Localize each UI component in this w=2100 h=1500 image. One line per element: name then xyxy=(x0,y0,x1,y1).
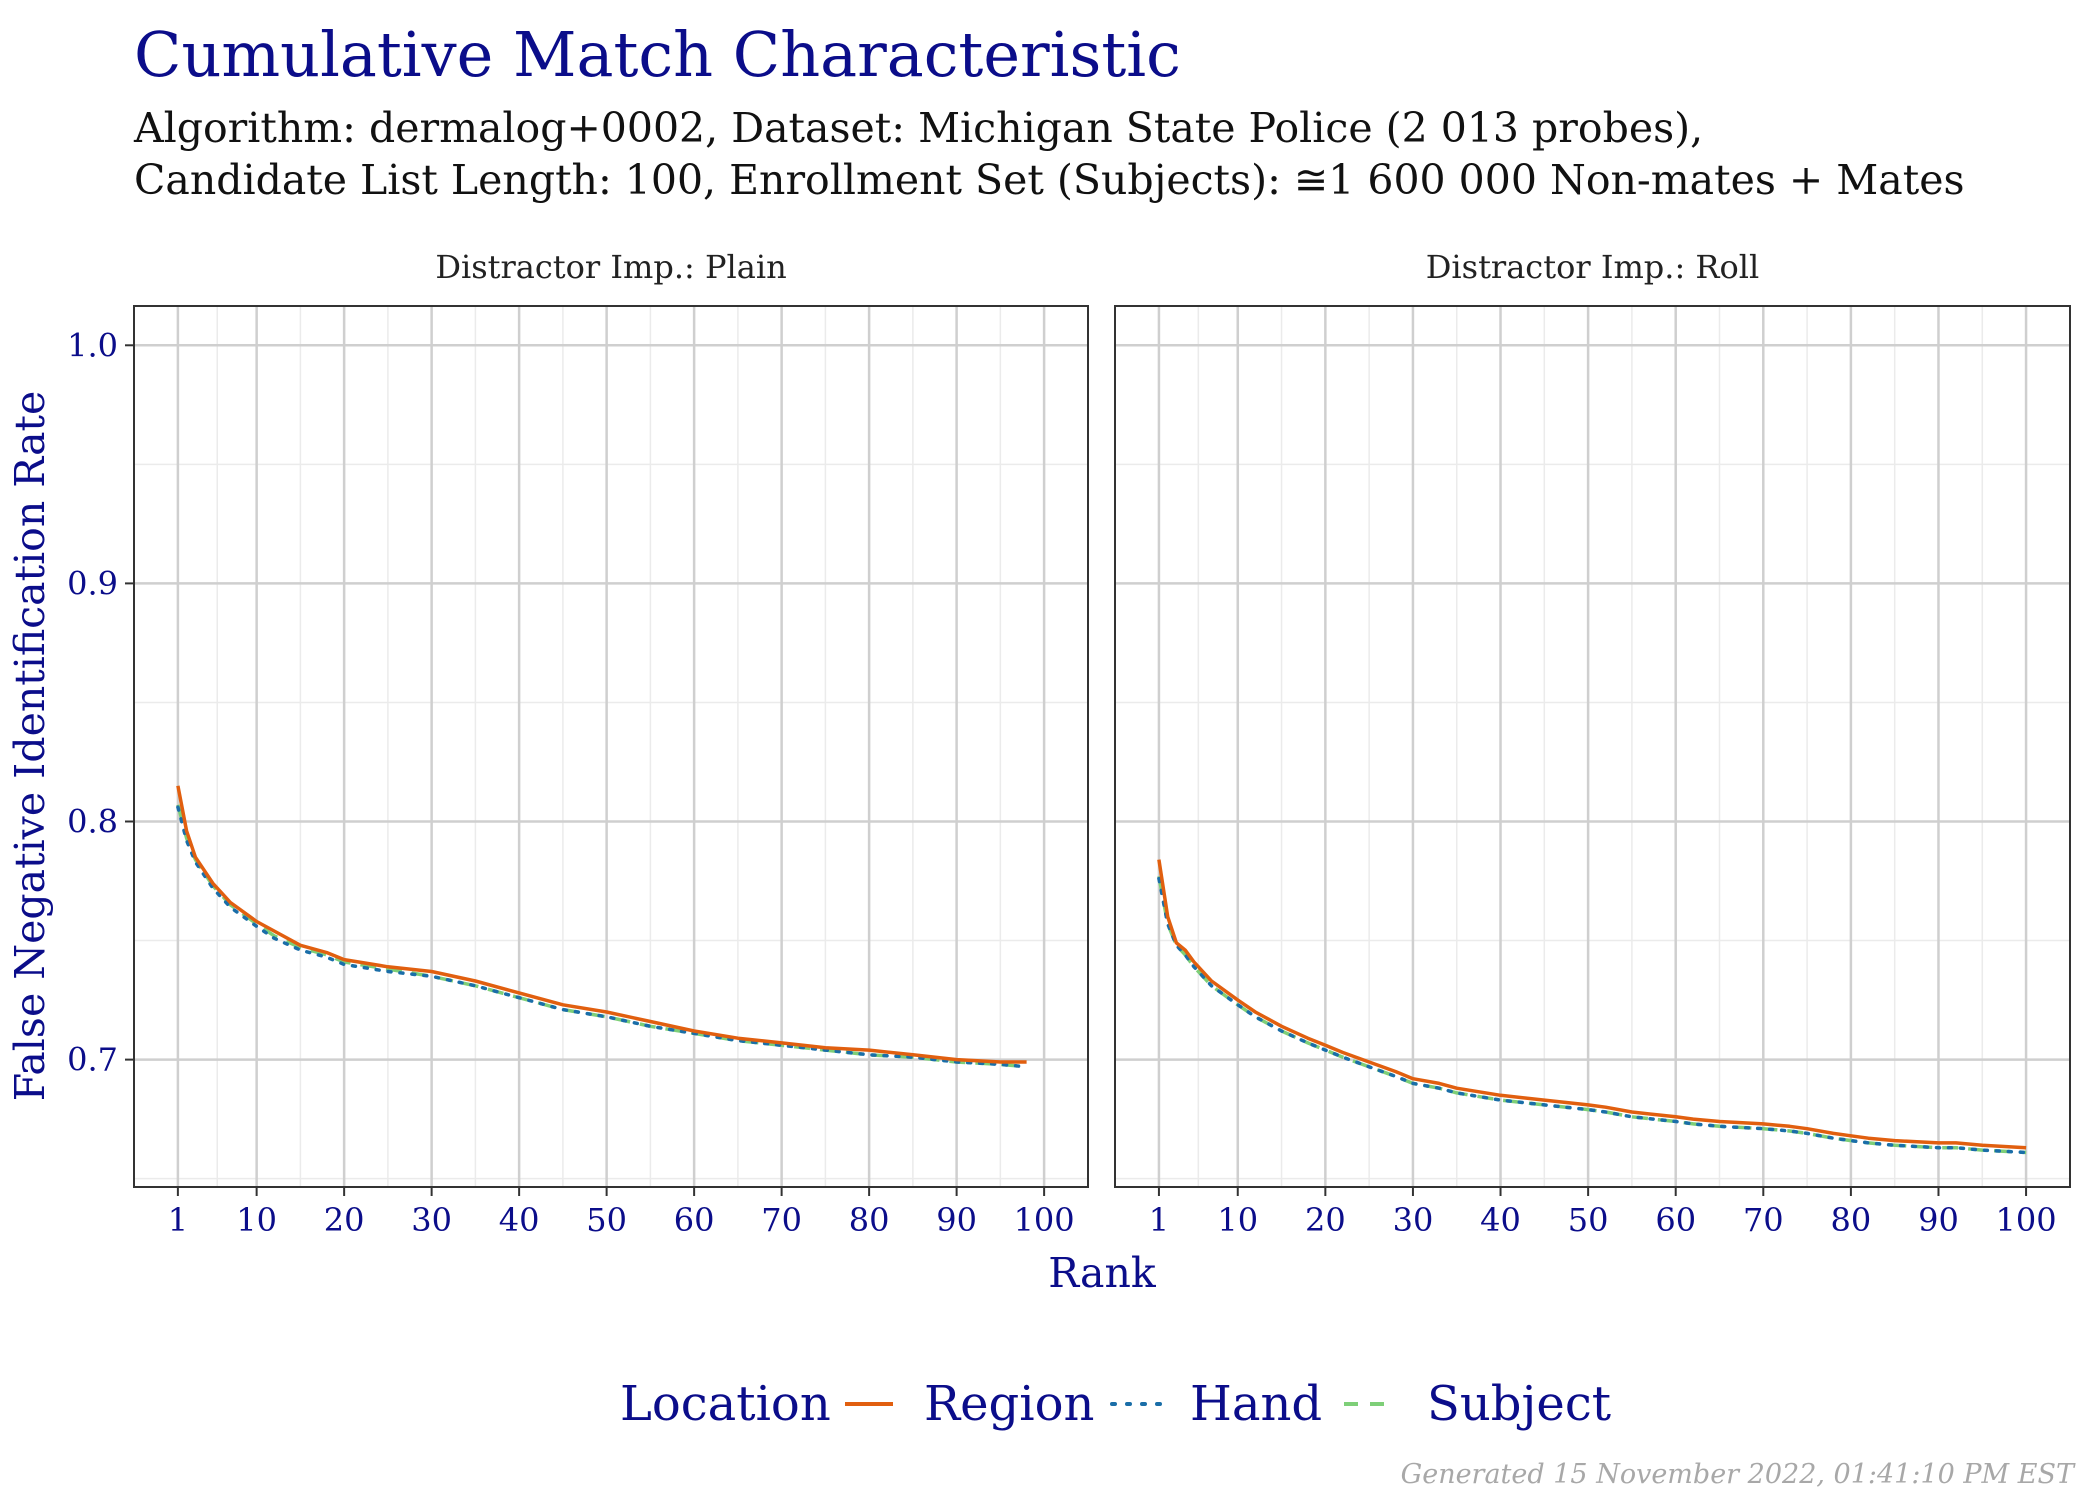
x-tick-label: 90 xyxy=(1918,1201,1959,1239)
legend-label-subject: Subject xyxy=(1427,1376,1611,1432)
x-tick-label: 30 xyxy=(1393,1201,1434,1239)
legend-title: Location xyxy=(620,1376,831,1432)
x-tick-label: 100 xyxy=(1014,1201,1075,1239)
series-line-subject xyxy=(176,804,1027,1069)
series-line-region xyxy=(1157,859,2027,1150)
x-tick-label: 70 xyxy=(761,1201,802,1239)
x-tick-label: 50 xyxy=(586,1201,627,1239)
y-tick-label: 0.7 xyxy=(67,1041,118,1079)
legend-label-region: Region xyxy=(924,1376,1094,1432)
x-tick-label: 60 xyxy=(1655,1201,1696,1239)
x-tick-label: 20 xyxy=(324,1201,365,1239)
x-tick-label: 60 xyxy=(674,1201,715,1239)
y-axis-label: False Negative Identification Rate xyxy=(6,391,54,1102)
y-tick-label: 0.8 xyxy=(67,803,118,841)
series-line-hand xyxy=(1157,876,2028,1155)
x-tick-label: 40 xyxy=(499,1201,540,1239)
generated-timestamp: Generated 15 November 2022, 01:41:10 PM … xyxy=(1400,1459,2074,1490)
panel-title-1: Distractor Imp.: Roll xyxy=(1426,248,1759,286)
x-tick-label: 90 xyxy=(936,1201,977,1239)
x-tick-label: 20 xyxy=(1305,1201,1346,1239)
chart-title: Cumulative Match Characteristic xyxy=(134,18,1181,91)
x-tick-label: 10 xyxy=(236,1201,277,1239)
series-line-hand xyxy=(176,805,1029,1069)
x-tick-label: 30 xyxy=(411,1201,452,1239)
x-axis-label: Rank xyxy=(1048,1249,1157,1297)
series-line-region xyxy=(176,785,1027,1064)
panel-border-0 xyxy=(133,305,1089,1188)
x-tick-label: 10 xyxy=(1217,1201,1258,1239)
panel-title-0: Distractor Imp.: Plain xyxy=(435,248,786,286)
chart-subtitle-line1: Algorithm: dermalog+0002, Dataset: Michi… xyxy=(134,104,1704,152)
y-tick-label: 1.0 xyxy=(67,326,118,364)
x-tick-label: 80 xyxy=(849,1201,890,1239)
x-tick-label: 80 xyxy=(1831,1201,1872,1239)
y-tick-label: 0.9 xyxy=(67,564,118,602)
x-tick-label: 100 xyxy=(1996,1201,2057,1239)
x-tick-label: 1 xyxy=(168,1201,188,1239)
x-tick-label: 50 xyxy=(1568,1201,1609,1239)
x-tick-label: 40 xyxy=(1480,1201,1521,1239)
x-tick-label: 1 xyxy=(1149,1201,1169,1239)
x-tick-label: 70 xyxy=(1743,1201,1784,1239)
panel-border-1 xyxy=(1114,305,2071,1188)
chart-subtitle-line2: Candidate List Length: 100, Enrollment S… xyxy=(134,156,1965,204)
legend-label-hand: Hand xyxy=(1190,1376,1322,1432)
